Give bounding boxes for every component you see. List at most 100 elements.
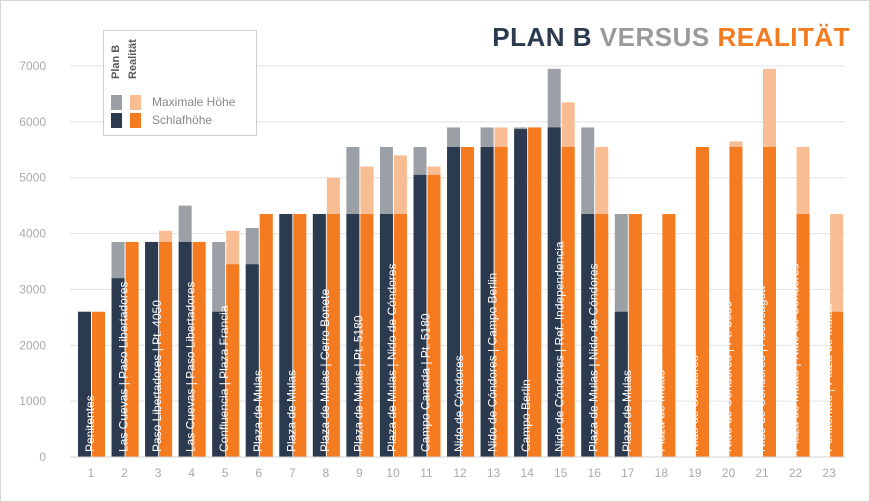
- x-tick-label: 14: [520, 466, 534, 480]
- bar-plan-sleep: [413, 174, 427, 457]
- bar-label: Penitentes | Plaza de Mulas: [821, 303, 835, 452]
- bar-plan-sleep: [279, 214, 293, 457]
- legend-swatch-real-sleep: [130, 113, 141, 128]
- bar-real-sleep: [125, 241, 139, 457]
- bar-real-sleep: [427, 174, 441, 457]
- x-tick-label: 18: [655, 466, 669, 480]
- legend-label-max: Maximale Höhe: [152, 95, 236, 109]
- legend: Plan B Realität Maximale Höhe Schlafhöhe: [103, 30, 257, 136]
- bar-plan-sleep: [245, 264, 259, 457]
- bar-plan-sleep: [111, 278, 125, 457]
- bar-plan-sleep: [447, 146, 461, 457]
- y-tick-label: 5000: [19, 171, 46, 185]
- bar-real-sleep: [796, 214, 810, 457]
- bar-real-sleep: [763, 146, 776, 457]
- legend-header-realitaet: Realität: [127, 39, 139, 79]
- y-tick-label: 6000: [19, 115, 46, 129]
- x-tick-label: 5: [222, 466, 229, 480]
- bar-plan-sleep: [78, 311, 91, 457]
- bar-label: Las Cuevas | Paso Libertadores: [117, 281, 131, 452]
- bar-plan-sleep: [178, 241, 192, 457]
- bar-label: Nido de Cóndores | Ref. Independencia: [553, 241, 567, 452]
- legend-swatch-plan-max: [111, 95, 122, 110]
- bar-label: Plaza de Mulas: [620, 370, 634, 452]
- bar-real-sleep: [326, 214, 340, 457]
- x-tick-label: 6: [255, 466, 262, 480]
- bar-label: Plaza de Mulas | Nido de Cóndores: [586, 263, 600, 452]
- bar-real-sleep: [695, 146, 709, 457]
- y-tick-label: 3000: [19, 282, 46, 296]
- x-tick-label: 12: [453, 466, 467, 480]
- bar-label: Campo Canada | Pt. 5180: [419, 313, 433, 452]
- bar-label: Plaza de Mulas: [653, 370, 667, 452]
- x-tick-label: 10: [386, 466, 400, 480]
- title-versus: VERSUS: [599, 22, 710, 52]
- bar-plan-sleep: [614, 311, 628, 457]
- bar-label: Paso Libertadores | Pt. 4050: [150, 300, 164, 452]
- bar-labels: Penitentes Las Cuevas | Paso Libertadores…: [83, 241, 835, 452]
- x-tick-label: 19: [688, 466, 702, 480]
- bar-real-sleep: [830, 311, 844, 457]
- legend-swatch-plan-sleep: [111, 113, 122, 128]
- bar-label: Nido de Cóndores | Pt. 5650: [720, 300, 734, 452]
- bar-label: Plaza de Mulas: [284, 370, 298, 452]
- y-tick-label: 4000: [19, 227, 46, 241]
- bar-real-sleep: [595, 214, 609, 457]
- bar-plan-sleep: [547, 127, 561, 457]
- bar-plan-sleep: [379, 214, 393, 457]
- x-tick-label: 3: [155, 466, 162, 480]
- bar-label: Plaza de Mulas: [251, 370, 265, 452]
- legend-label-sleep: Schlafhöhe: [152, 113, 213, 127]
- chart-title: PLAN B VERSUS REALITÄT: [492, 22, 850, 53]
- bar-real-sleep: [393, 214, 407, 457]
- bar-label: Plaza de Mulas | Cerro Bonete: [318, 288, 332, 452]
- bar-label: Campo Berlin: [519, 379, 533, 452]
- bar-plan-sleep: [480, 146, 494, 457]
- bar-label: Nido de Cóndores: [687, 355, 701, 452]
- bar-real-sleep: [729, 146, 743, 457]
- bar-real-sleep: [92, 311, 105, 457]
- x-tick-label: 20: [722, 466, 736, 480]
- y-tick-label: 7000: [19, 59, 46, 73]
- bar-label: Nido de Cóndores | Campo Berlin: [486, 273, 500, 452]
- x-tick-label: 2: [121, 466, 128, 480]
- bar-label: Nido de Cóndores: [452, 355, 466, 452]
- bar-real-sleep: [494, 146, 508, 457]
- bar-label: Plaza de Mulas | Nido de Cóndores: [385, 263, 399, 452]
- bar-label: Confluencia | Plaza Francia: [217, 305, 231, 452]
- bar-real-sleep: [159, 241, 173, 457]
- x-tick-label: 16: [588, 466, 602, 480]
- bar-real-sleep: [226, 264, 240, 457]
- bars: [78, 68, 844, 458]
- title-plan-b: PLAN B: [492, 22, 593, 52]
- bar-real-sleep: [628, 214, 642, 457]
- x-tick-label: 9: [356, 466, 363, 480]
- bar-label: Plaza de Mulas | Nido de Cóndores: [788, 263, 802, 452]
- bar-real-sleep: [662, 214, 676, 457]
- legend-header-plan-b: Plan B: [110, 44, 122, 79]
- bar-plan-sleep: [212, 311, 226, 457]
- bar-real-sleep: [360, 214, 374, 457]
- y-tick-label: 1000: [19, 394, 46, 408]
- x-tick-label: 1: [88, 466, 95, 480]
- y-tick-label: 0: [39, 450, 46, 464]
- bar-label: Plaza de Mulas | Pt. 5180: [351, 315, 365, 452]
- x-tick-label: 4: [188, 466, 195, 480]
- title-realitaet: REALITÄT: [717, 22, 850, 52]
- x-tick-label: 22: [789, 466, 803, 480]
- x-tick-label: 13: [487, 466, 501, 480]
- x-tick-label: 8: [323, 466, 330, 480]
- x-tick-label: 15: [554, 466, 568, 480]
- bar-plan-sleep: [312, 214, 326, 457]
- bar-real-sleep: [561, 146, 575, 457]
- x-tick-label: 11: [420, 466, 433, 480]
- x-tick-label: 23: [822, 466, 836, 480]
- bar-real-sleep: [293, 214, 307, 457]
- x-tick-label: 7: [289, 466, 296, 480]
- bar-plan-sleep: [514, 129, 528, 457]
- bar-plan-sleep: [581, 214, 595, 457]
- x-tick-label: 17: [621, 466, 635, 480]
- x-tick-label: 21: [755, 466, 769, 480]
